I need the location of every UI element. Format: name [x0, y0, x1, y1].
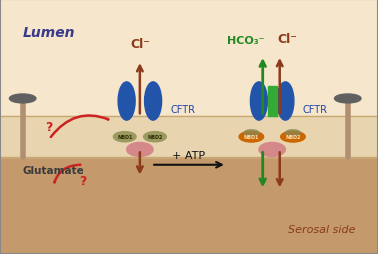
Text: NBD1: NBD1	[117, 135, 132, 140]
Ellipse shape	[144, 132, 166, 142]
Ellipse shape	[277, 83, 294, 121]
Bar	[0, 157, 378, 254]
Text: Serosal side: Serosal side	[288, 224, 355, 234]
Text: ?: ?	[45, 121, 53, 133]
Ellipse shape	[144, 83, 162, 121]
Text: Lumen: Lumen	[23, 25, 75, 39]
Bar	[268, 86, 277, 117]
Ellipse shape	[259, 143, 285, 157]
Text: Cl⁻: Cl⁻	[130, 38, 150, 51]
Ellipse shape	[250, 83, 267, 121]
Text: Glutamate: Glutamate	[22, 165, 84, 175]
FancyArrowPatch shape	[54, 165, 81, 183]
Ellipse shape	[335, 95, 361, 104]
Text: NBD2: NBD2	[147, 135, 163, 140]
FancyArrowPatch shape	[51, 116, 108, 137]
Text: HCO₃⁻: HCO₃⁻	[227, 36, 265, 46]
Bar	[0, 117, 378, 157]
Ellipse shape	[244, 130, 259, 137]
Ellipse shape	[113, 132, 136, 142]
Text: CFTR: CFTR	[302, 104, 327, 114]
Text: NBD1: NBD1	[244, 135, 259, 140]
Ellipse shape	[127, 143, 153, 157]
Ellipse shape	[118, 83, 135, 121]
Ellipse shape	[285, 130, 301, 137]
Bar	[0, 0, 378, 157]
Ellipse shape	[239, 132, 263, 142]
Ellipse shape	[9, 95, 36, 104]
Text: NBD2: NBD2	[285, 135, 301, 140]
Text: CFTR: CFTR	[170, 104, 195, 114]
Text: + ATP: + ATP	[172, 150, 206, 160]
Text: Cl⁻: Cl⁻	[277, 33, 297, 46]
Ellipse shape	[280, 132, 305, 142]
Text: ?: ?	[79, 174, 87, 187]
